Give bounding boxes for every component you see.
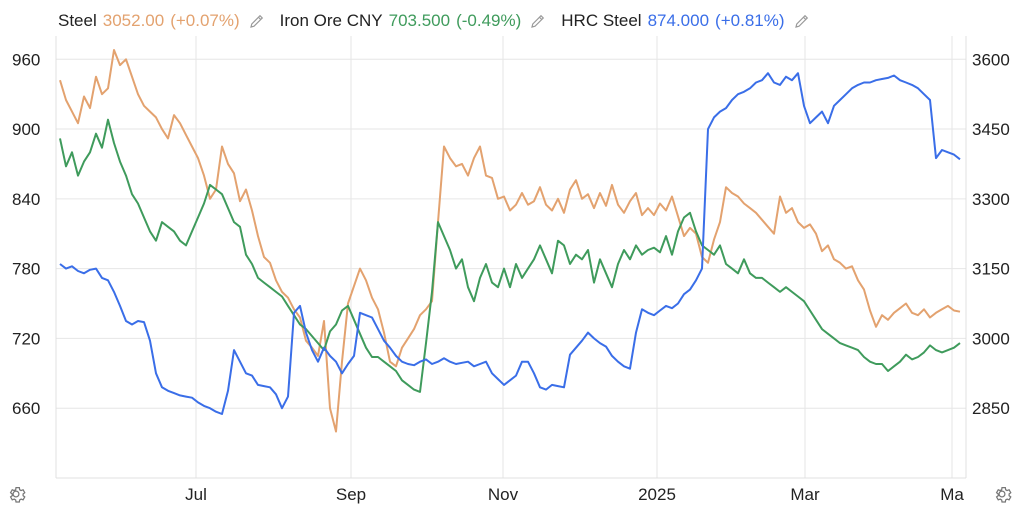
settings-gear-icon-right[interactable] (992, 484, 1012, 504)
left-tick-label: 960 (12, 50, 40, 69)
x-tick-label: Ma (940, 485, 964, 504)
pencil-icon[interactable] (248, 12, 266, 30)
right-tick-label: 3600 (972, 50, 1010, 69)
series-line-steel[interactable] (59, 49, 961, 433)
legend-value: 703.500 (388, 11, 451, 30)
legend-item[interactable]: Steel 3052.00 (+0.07%) (58, 11, 266, 31)
right-tick-label: 3450 (972, 120, 1010, 139)
series-lines (59, 49, 961, 433)
series-line-hrc-steel[interactable] (59, 72, 961, 415)
settings-gear-icon-left[interactable] (6, 484, 26, 504)
x-tick-label: Mar (790, 485, 820, 504)
left-axis: 960 900 840 780 720 660 (12, 50, 40, 418)
legend-name: Steel (58, 11, 97, 30)
left-tick-label: 660 (12, 399, 40, 418)
legend-name: Iron Ore CNY (279, 11, 383, 30)
left-tick-label: 840 (12, 190, 40, 209)
legend-name: HRC Steel (561, 11, 642, 30)
legend-item[interactable]: HRC Steel 874.000 (+0.81%) (561, 11, 810, 31)
series-line-iron-ore-cny[interactable] (59, 118, 961, 393)
x-tick-label: Jul (185, 485, 207, 504)
right-tick-label: 3000 (972, 329, 1010, 348)
pencil-icon[interactable] (529, 12, 547, 30)
right-tick-label: 3150 (972, 260, 1010, 279)
left-tick-label: 900 (12, 120, 40, 139)
x-tick-label: 2025 (638, 485, 676, 504)
legend-value: 874.000 (647, 11, 710, 30)
legend-change: (+0.81%) (715, 11, 785, 30)
legend-value: 3052.00 (102, 11, 165, 30)
x-tick-label: Sep (336, 485, 366, 504)
right-axis: 3600 3450 3300 3150 3000 2850 (972, 50, 1010, 418)
x-axis: Jul Sep Nov 2025 Mar Ma (185, 485, 964, 504)
legend: Steel 3052.00 (+0.07%) Iron Ore CNY 703.500 (… (58, 8, 825, 34)
pencil-icon[interactable] (793, 12, 811, 30)
legend-change: (+0.07%) (170, 11, 240, 30)
right-tick-label: 3300 (972, 190, 1010, 209)
legend-item[interactable]: Iron Ore CNY 703.500 (-0.49%) (280, 11, 548, 31)
left-tick-label: 720 (12, 329, 40, 348)
left-tick-label: 780 (12, 260, 40, 279)
x-tick-label: Nov (488, 485, 519, 504)
legend-change: (-0.49%) (456, 11, 522, 30)
grid-lines (55, 36, 967, 479)
right-tick-label: 2850 (972, 399, 1010, 418)
